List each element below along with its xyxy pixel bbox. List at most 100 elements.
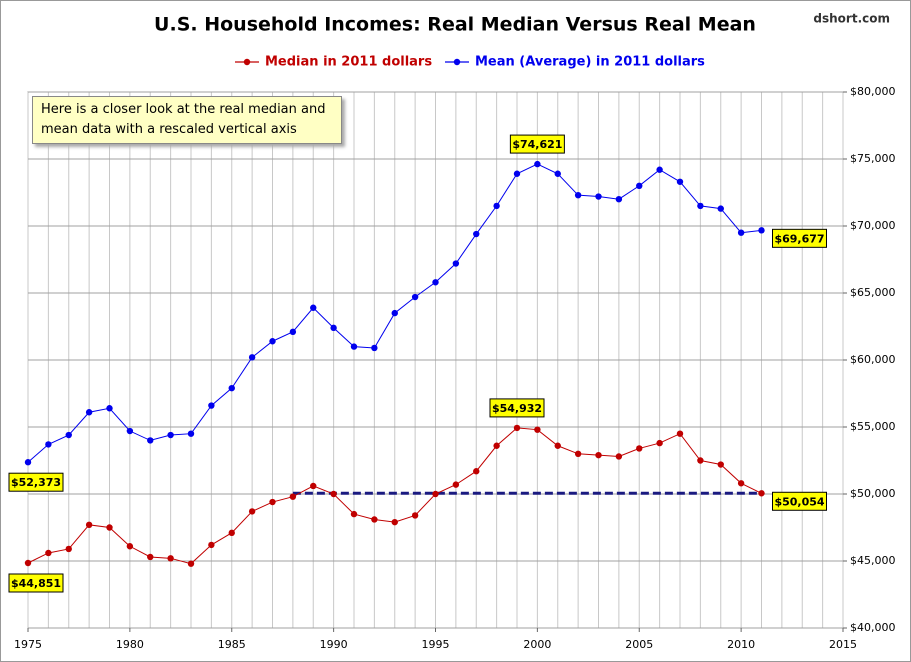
data-label: $69,677: [772, 228, 827, 248]
data-point: [717, 205, 724, 212]
data-label-box: [8, 472, 64, 492]
data-point: [126, 427, 134, 435]
legend-marker: [453, 58, 461, 66]
data-point: [248, 354, 256, 361]
data-point: [534, 426, 541, 433]
annotation: Here is a closer look at the real median…: [32, 96, 342, 144]
data-point: [126, 543, 134, 550]
data-point: [208, 541, 215, 549]
y-tick-label: $75,000: [850, 152, 896, 165]
data-point: [65, 431, 72, 439]
data-point: [513, 424, 521, 432]
data-point: [371, 344, 378, 352]
data-point: [574, 191, 582, 199]
data-point: [432, 279, 439, 286]
data-point: [187, 560, 195, 567]
data-point: [65, 545, 72, 553]
data-label-box: [8, 573, 64, 593]
data-point: [269, 338, 276, 345]
data-point: [676, 430, 684, 437]
data-point: [432, 490, 439, 498]
data-point: [534, 160, 541, 168]
data-label: $44,851: [8, 573, 64, 593]
y-tick-label: $70,000: [850, 219, 896, 232]
data-point: [656, 439, 663, 447]
data-point: [289, 493, 297, 500]
data-point: [411, 512, 419, 519]
data-label-text: $52,373: [11, 476, 61, 489]
data-label: $50,054: [772, 491, 827, 511]
data-label: $54,932: [489, 398, 545, 418]
data-point: [289, 328, 297, 336]
y-tick-label: $55,000: [850, 420, 896, 433]
y-tick-label: $50,000: [850, 487, 896, 500]
data-point: [758, 490, 765, 497]
data-point: [697, 457, 704, 464]
data-point: [248, 508, 256, 515]
data-label-box: [772, 228, 827, 248]
data-point: [493, 442, 500, 449]
legend-label: Median in 2011 dollars: [265, 55, 432, 70]
data-label-text: $50,054: [774, 495, 824, 508]
data-point: [330, 490, 337, 498]
data-point: [228, 529, 235, 537]
data-label-text: $54,932: [492, 402, 542, 415]
legend-label: Mean (Average) in 2011 dollars: [475, 55, 705, 70]
data-point: [85, 409, 93, 416]
source: dshort.com: [813, 12, 890, 26]
x-tick-label: 1990: [320, 638, 348, 651]
y-tick-label: $60,000: [850, 353, 896, 366]
data-point: [473, 468, 480, 475]
data-point: [269, 498, 276, 506]
data-point: [615, 196, 623, 203]
data-point: [45, 441, 52, 448]
data-label-text: $44,851: [11, 577, 61, 590]
data-point: [554, 442, 561, 449]
data-point: [330, 324, 337, 332]
x-tick-label: 2000: [523, 638, 551, 651]
x-tick-label: 1985: [218, 638, 246, 651]
data-point: [473, 230, 480, 238]
data-point: [228, 384, 235, 392]
data-label-box: [772, 491, 827, 511]
x-tick-label: 2015: [829, 638, 857, 651]
data-point: [391, 518, 398, 526]
data-label-text: $74,621: [512, 138, 562, 151]
data-point: [676, 178, 684, 185]
data-point: [574, 450, 582, 457]
data-label-box: [489, 398, 545, 418]
data-point: [85, 521, 93, 529]
y-tick-label: $40,000: [850, 621, 896, 634]
data-point: [45, 549, 52, 557]
data-point: [595, 451, 602, 459]
x-tick-label: 1975: [14, 638, 42, 651]
data-point: [452, 481, 460, 488]
data-point: [24, 459, 32, 466]
data-point: [187, 430, 195, 437]
data-point: [350, 343, 358, 350]
data-point: [636, 445, 643, 452]
data-point: [758, 227, 765, 234]
y-tick-label: $65,000: [850, 286, 896, 299]
data-point: [554, 170, 561, 177]
data-point: [167, 431, 174, 439]
data-point: [615, 453, 623, 460]
data-point: [167, 555, 174, 562]
data-label-box: [509, 134, 565, 154]
data-point: [493, 202, 500, 210]
data-point: [371, 516, 378, 523]
data-point: [350, 510, 358, 518]
x-tick-label: 1980: [116, 638, 144, 651]
data-label: $74,621: [509, 134, 565, 154]
data-point: [106, 405, 113, 412]
y-tick-label: $80,000: [850, 85, 896, 98]
data-point: [737, 480, 745, 487]
data-label: $52,373: [8, 472, 64, 492]
chart-title: U.S. Household Incomes: Real Median Vers…: [154, 14, 756, 36]
data-label-text: $69,677: [774, 232, 824, 245]
data-point: [106, 524, 113, 531]
data-point: [656, 166, 663, 173]
data-point: [411, 293, 419, 301]
